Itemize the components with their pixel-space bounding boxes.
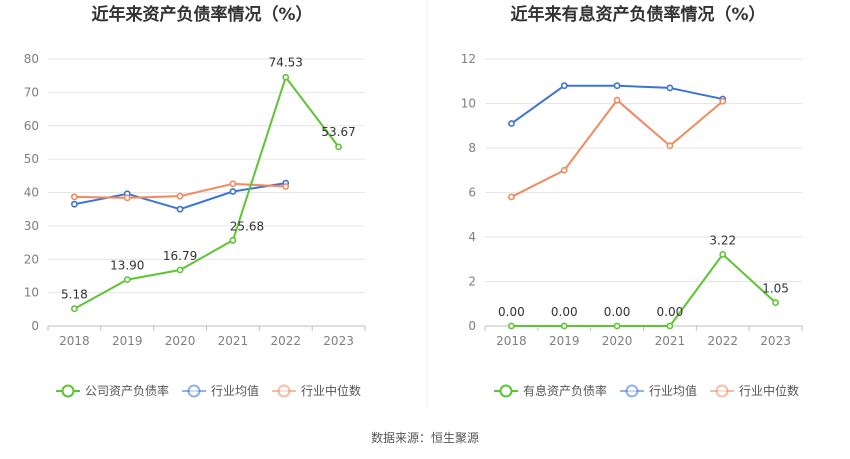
data-point (666, 84, 674, 92)
y-tick-label: 60 (24, 119, 39, 133)
legend-marker-icon (499, 384, 513, 398)
data-point (176, 205, 184, 213)
data-source-text: 数据来源：恒生聚源 (371, 430, 479, 445)
x-tick-label: 2019 (549, 334, 580, 348)
y-tick-label: 40 (24, 186, 39, 200)
x-tick-label: 2023 (760, 334, 791, 348)
data-label: 74.53 (269, 55, 303, 69)
data-label: 16.79 (163, 249, 197, 263)
x-tick-label: 2023 (323, 334, 354, 348)
data-point (613, 96, 621, 104)
y-tick-label: 2 (468, 275, 476, 289)
data-point (71, 193, 78, 201)
y-tick-label: 80 (24, 52, 39, 66)
y-tick-label: 20 (24, 252, 39, 266)
data-point (123, 276, 131, 284)
x-tick-label: 2021 (655, 334, 686, 348)
data-label: 13.90 (110, 259, 144, 273)
data-point (719, 250, 727, 258)
data-point (229, 236, 237, 244)
data-point (508, 193, 515, 201)
data-point (71, 305, 78, 313)
legend-marker-icon (625, 384, 639, 398)
data-point (282, 73, 290, 81)
y-tick-label: 30 (24, 219, 39, 233)
data-point (229, 180, 237, 188)
y-tick-label: 70 (24, 85, 39, 99)
y-tick-label: 4 (468, 230, 476, 244)
x-tick-label: 2022 (707, 334, 738, 348)
data-label: 0.00 (604, 305, 631, 319)
data-label: 1.05 (762, 282, 789, 296)
chart-title: 近年来有息资产负债率情况（%） (510, 4, 765, 25)
x-tick-label: 2019 (112, 334, 143, 348)
data-point (613, 322, 621, 330)
x-tick-label: 2020 (165, 334, 196, 348)
data-label: 53.67 (321, 125, 355, 139)
data-point (508, 120, 515, 127)
y-tick-label: 0 (31, 319, 39, 333)
legend-label: 有息资产负债率 (523, 383, 607, 398)
y-tick-label: 10 (24, 286, 39, 300)
data-point (176, 266, 184, 274)
data-point (560, 82, 568, 90)
legend-marker-icon (715, 384, 729, 398)
chart-title: 近年来资产负债率情况（%） (91, 4, 312, 25)
x-tick-label: 2018 (496, 334, 527, 348)
data-point (560, 322, 568, 330)
data-label: 0.00 (657, 305, 684, 319)
legend-marker-icon (187, 384, 201, 398)
data-point (613, 82, 621, 90)
y-tick-label: 50 (24, 152, 39, 166)
legend-marker-icon (277, 384, 291, 398)
series-line-1 (510, 84, 723, 125)
data-point (666, 322, 674, 330)
data-label: 25.68 (230, 219, 264, 233)
data-point (335, 143, 342, 151)
x-tick-label: 2018 (59, 334, 90, 348)
y-tick-label: 0 (468, 319, 476, 333)
legend-label: 行业中位数 (301, 383, 361, 398)
legend-label: 行业中位数 (739, 383, 799, 398)
y-tick-label: 8 (468, 141, 476, 155)
data-label: 0.00 (498, 305, 525, 319)
data-point (772, 299, 779, 307)
series-line-2 (510, 99, 724, 198)
legend-label: 行业均值 (649, 383, 697, 398)
data-point (123, 194, 131, 202)
data-point (71, 200, 78, 208)
legend-label: 公司资产负债率 (85, 383, 169, 398)
data-point (719, 97, 727, 105)
y-tick-label: 12 (461, 52, 476, 66)
data-point (508, 322, 515, 330)
x-tick-label: 2020 (602, 334, 633, 348)
x-tick-label: 2021 (218, 334, 249, 348)
y-tick-label: 10 (461, 97, 476, 111)
data-label: 5.18 (61, 288, 88, 302)
series-line-0 (73, 76, 340, 310)
data-point (176, 192, 184, 200)
legend-label: 行业均值 (211, 383, 259, 398)
data-label: 0.00 (551, 305, 578, 319)
data-point (282, 183, 290, 190)
y-tick-label: 6 (468, 186, 476, 200)
legend-marker-icon (61, 384, 75, 398)
data-label: 3.22 (709, 233, 736, 247)
data-point (229, 188, 237, 195)
data-point (666, 142, 674, 150)
series-line-0 (511, 253, 777, 327)
data-point (560, 166, 568, 174)
x-tick-label: 2022 (270, 334, 301, 348)
